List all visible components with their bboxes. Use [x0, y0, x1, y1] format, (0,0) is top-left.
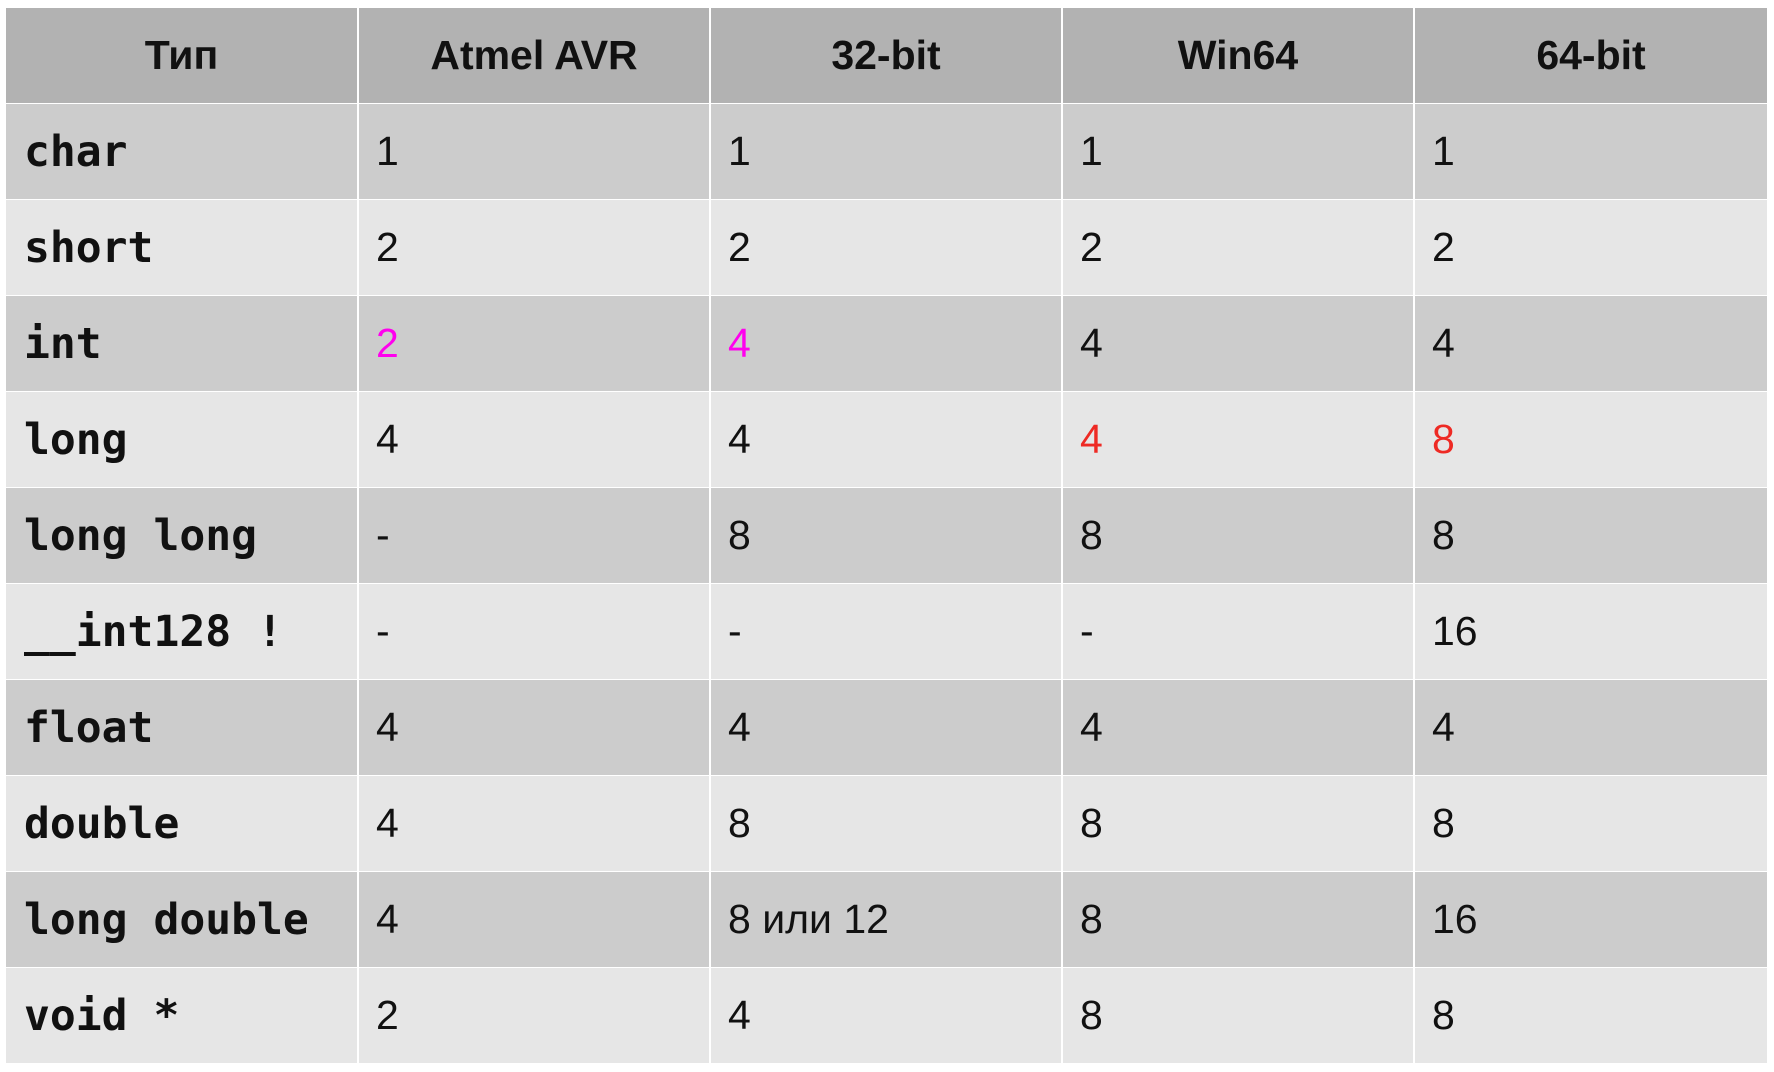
size-cell: 16 — [1413, 583, 1767, 680]
size-cell: 8 — [1413, 967, 1767, 1064]
size-cell: 8 — [1061, 487, 1415, 584]
header-row: Тип Atmel AVR 32-bit Win64 64-bit — [6, 7, 1767, 104]
type-name-cell: void * — [6, 967, 359, 1064]
table-row: int 2 4 4 4 — [6, 295, 1767, 392]
size-cell: 1 — [709, 103, 1063, 200]
header-64-bit: 64-bit — [1413, 7, 1767, 104]
type-name-cell: float — [6, 679, 359, 776]
size-cell: 1 — [357, 103, 711, 200]
table-row: long double 4 8 или 12 8 16 — [6, 871, 1767, 968]
table-row: short 2 2 2 2 — [6, 199, 1767, 296]
size-cell: - — [357, 583, 711, 680]
size-cell: - — [1061, 583, 1415, 680]
type-name-cell: long — [6, 391, 359, 488]
table-row: long 4 4 4 8 — [6, 391, 1767, 488]
size-cell: 8 — [1061, 967, 1415, 1064]
size-cell: 4 — [357, 775, 711, 872]
size-cell: 2 — [357, 199, 711, 296]
size-cell: 4 — [1061, 679, 1415, 776]
size-cell: 2 — [357, 967, 711, 1064]
type-name-cell: double — [6, 775, 359, 872]
size-cell: 4 — [709, 391, 1063, 488]
size-cell-highlighted: 4 — [1061, 391, 1415, 488]
size-cell: - — [709, 583, 1063, 680]
size-cell: 8 — [1061, 775, 1415, 872]
size-cell: 4 — [1413, 295, 1767, 392]
size-cell: 4 — [1061, 295, 1415, 392]
type-name-cell: __int128 ! — [6, 583, 359, 680]
table-row: __int128 ! - - - 16 — [6, 583, 1767, 680]
size-cell: 2 — [1061, 199, 1415, 296]
size-cell: 16 — [1413, 871, 1767, 968]
table-row: void * 2 4 8 8 — [6, 967, 1767, 1064]
size-cell: 4 — [357, 679, 711, 776]
header-atmel-avr: Atmel AVR — [357, 7, 711, 104]
type-name-cell: int — [6, 295, 359, 392]
size-cell: 4 — [357, 391, 711, 488]
size-cell: 4 — [709, 967, 1063, 1064]
type-name-cell: char — [6, 103, 359, 200]
size-cell: 8 — [709, 775, 1063, 872]
size-cell-highlighted: 2 — [357, 295, 711, 392]
size-cell: 2 — [709, 199, 1063, 296]
size-cell: 4 — [1413, 679, 1767, 776]
type-name-cell: short — [6, 199, 359, 296]
type-name-cell: long double — [6, 871, 359, 968]
size-cell: 2 — [1413, 199, 1767, 296]
header-type: Тип — [6, 7, 359, 104]
size-cell: 1 — [1413, 103, 1767, 200]
type-size-table-container: Тип Atmel AVR 32-bit Win64 64-bit char 1… — [6, 7, 1767, 1064]
header-win64: Win64 — [1061, 7, 1415, 104]
type-name-cell: long long — [6, 487, 359, 584]
size-cell: 8 или 12 — [709, 871, 1063, 968]
size-cell: 8 — [1413, 487, 1767, 584]
size-cell: 8 — [1061, 871, 1415, 968]
header-32-bit: 32-bit — [709, 7, 1063, 104]
size-cell: 4 — [357, 871, 711, 968]
size-cell: 1 — [1061, 103, 1415, 200]
size-cell-highlighted: 4 — [709, 295, 1063, 392]
size-cell: 8 — [709, 487, 1063, 584]
type-size-table: Тип Atmel AVR 32-bit Win64 64-bit char 1… — [6, 7, 1767, 1064]
table-row: float 4 4 4 4 — [6, 679, 1767, 776]
size-cell-highlighted: 8 — [1413, 391, 1767, 488]
table-row: double 4 8 8 8 — [6, 775, 1767, 872]
size-cell: - — [357, 487, 711, 584]
table-row: char 1 1 1 1 — [6, 103, 1767, 200]
table-row: long long - 8 8 8 — [6, 487, 1767, 584]
size-cell: 4 — [709, 679, 1063, 776]
size-cell: 8 — [1413, 775, 1767, 872]
